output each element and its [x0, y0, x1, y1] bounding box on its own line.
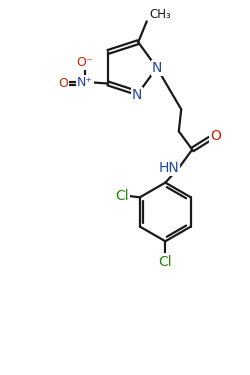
- Text: N⁺: N⁺: [77, 76, 93, 89]
- Text: O: O: [58, 77, 68, 90]
- Text: HN: HN: [158, 161, 179, 175]
- Text: O⁻: O⁻: [77, 56, 93, 69]
- Text: Cl: Cl: [158, 255, 172, 268]
- Text: O: O: [210, 129, 221, 142]
- Text: N: N: [152, 61, 162, 75]
- Text: Cl: Cl: [116, 189, 129, 203]
- Text: N: N: [132, 88, 142, 102]
- Text: CH₃: CH₃: [149, 8, 171, 21]
